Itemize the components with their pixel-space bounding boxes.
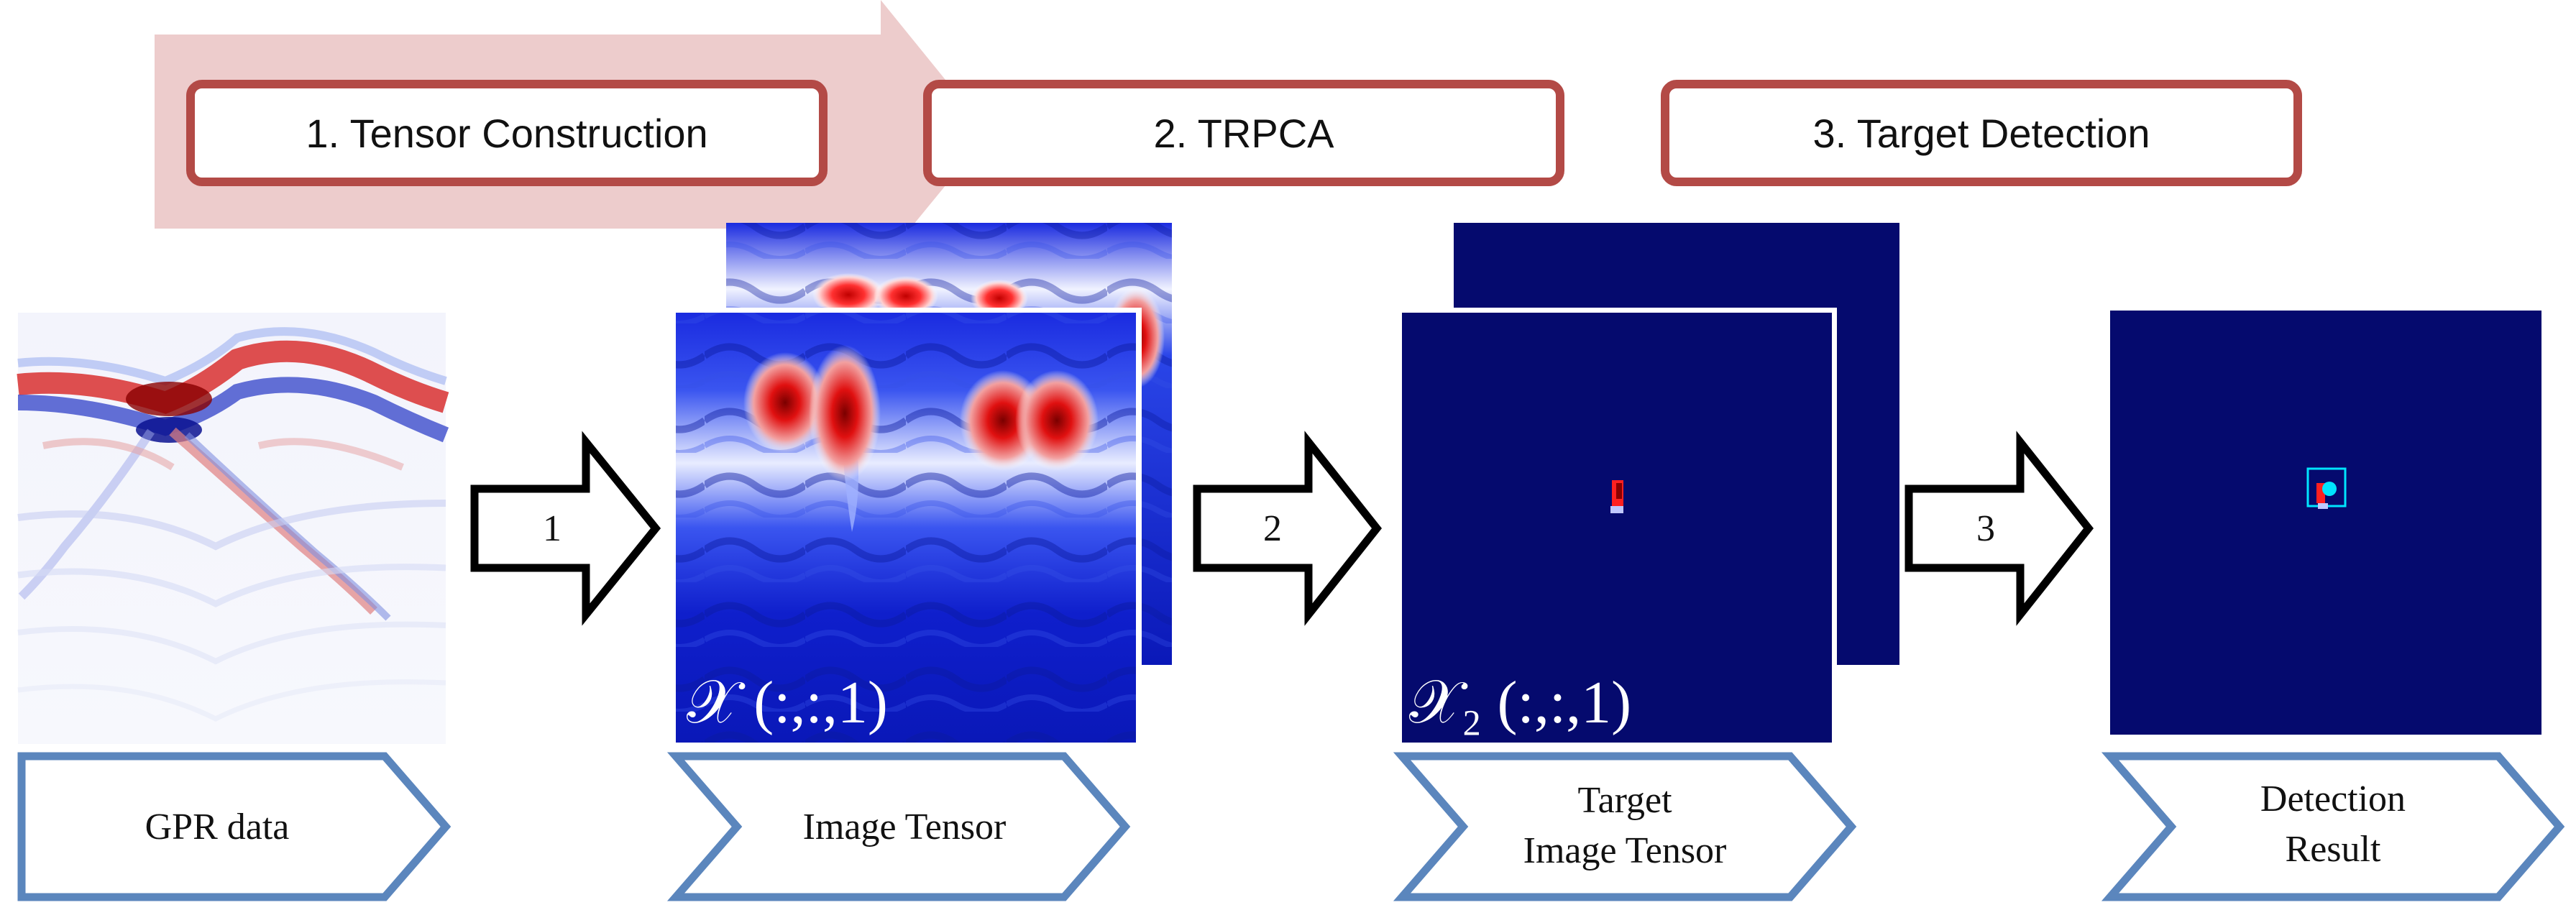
stage-label-target-image-tensor: Target Image Tensor	[1393, 752, 1857, 901]
flow-arrow-label: 1	[543, 508, 562, 549]
gpr-bscan-image	[17, 313, 449, 744]
step-box-target-detection: 3. Target Detection	[1661, 80, 2302, 186]
step-label: 3. Target Detection	[1812, 111, 2150, 156]
tensor-slice-math-label: 𝒳 (:,:,1)	[687, 669, 888, 736]
flow-arrow-2: 2	[1193, 431, 1383, 626]
step-label: 2. TRPCA	[1153, 111, 1334, 156]
stage-label-detection-result: Detection Result	[2101, 752, 2565, 901]
stage-label-text-line-2: Image Tensor	[1523, 830, 1727, 871]
tensor-slice-math-label: 𝒳₂ (:,:,1)	[1409, 669, 1631, 736]
stage-label-text-line-1: Detection	[2260, 778, 2406, 819]
stage-label-text: GPR data	[145, 807, 290, 847]
stage-label-image-tensor: Image Tensor	[666, 752, 1131, 901]
flow-arrow-label: 2	[1263, 508, 1282, 549]
step-label: 1. Tensor Construction	[306, 111, 707, 156]
stage-label-text: Image Tensor	[803, 807, 1007, 847]
stage-label-gpr-data: GPR data	[17, 752, 452, 901]
image-tensor-stack: 𝒳 (:,:,1)	[671, 223, 1172, 748]
flow-arrow-3: 3	[1905, 431, 2094, 626]
flow-arrow-label: 3	[1976, 508, 1995, 549]
stage-label-text-line-2: Result	[2286, 829, 2381, 870]
target-tensor-stack: 𝒳₂ (:,:,1)	[1397, 223, 1899, 748]
flow-arrow-1: 1	[470, 431, 661, 626]
stage-label-text-line-1: Target	[1577, 780, 1672, 821]
step-box-tensor-construction: 1. Tensor Construction	[186, 80, 828, 186]
detection-result-image	[2110, 311, 2541, 735]
step-box-trpca: 2. TRPCA	[923, 80, 1564, 186]
